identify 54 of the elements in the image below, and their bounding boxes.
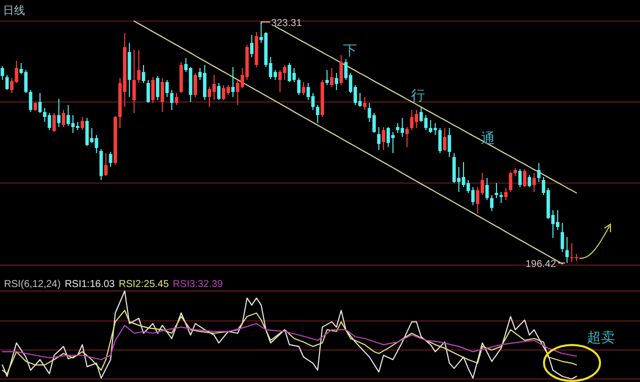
candlestick	[132, 49, 136, 114]
candlestick	[5, 74, 9, 91]
candlestick	[377, 126, 381, 151]
candlestick	[231, 66, 235, 98]
candlestick	[330, 67, 334, 88]
series-label: RSI1:16.03	[64, 279, 116, 290]
annotation: 下	[343, 42, 357, 58]
candlestick	[363, 96, 366, 110]
candlestick	[160, 78, 164, 113]
candlestick	[297, 78, 301, 96]
candlestick	[485, 177, 489, 200]
candlestick	[156, 75, 160, 101]
candlestick	[80, 116, 84, 131]
candlestick	[28, 90, 32, 113]
candlestick	[194, 72, 197, 98]
candlestick	[137, 49, 141, 84]
chart-title: 日线	[3, 4, 25, 17]
text: RSI3:32.39	[172, 279, 224, 290]
candlestick	[565, 236, 569, 264]
candlestick	[499, 192, 503, 204]
text: RSI2:25.45	[118, 279, 170, 290]
candlestick	[537, 162, 541, 182]
candlestick	[325, 70, 329, 86]
candlestick	[504, 188, 508, 200]
candlestick	[165, 79, 169, 98]
candlestick	[532, 172, 536, 193]
annotation: 196.42	[525, 259, 556, 270]
annotation: 323.31	[271, 18, 302, 29]
candlestick	[490, 194, 494, 212]
candlestick	[316, 104, 320, 124]
candlestick	[57, 98, 61, 128]
candlestick	[334, 72, 338, 91]
candlestick	[405, 126, 409, 148]
candlestick	[217, 82, 221, 101]
candlestick	[560, 222, 564, 253]
candlestick	[108, 151, 112, 168]
candlestick	[339, 54, 343, 86]
text: 超卖	[587, 329, 615, 345]
annotation: 行	[411, 87, 425, 103]
candlestick	[250, 34, 254, 58]
candlestick	[104, 152, 108, 177]
candlestick	[52, 112, 56, 132]
candlestick	[443, 128, 446, 152]
annotation: 通	[481, 130, 495, 146]
text: RSI(6,12,24)	[4, 279, 61, 290]
candlestick	[174, 92, 178, 106]
candlestick	[508, 172, 512, 193]
candlestick	[528, 174, 532, 188]
candlestick	[146, 79, 150, 104]
candlestick	[0, 66, 4, 80]
candlestick	[170, 90, 174, 110]
candlestick	[151, 76, 155, 104]
candlestick	[523, 168, 526, 188]
candlestick	[448, 128, 452, 158]
